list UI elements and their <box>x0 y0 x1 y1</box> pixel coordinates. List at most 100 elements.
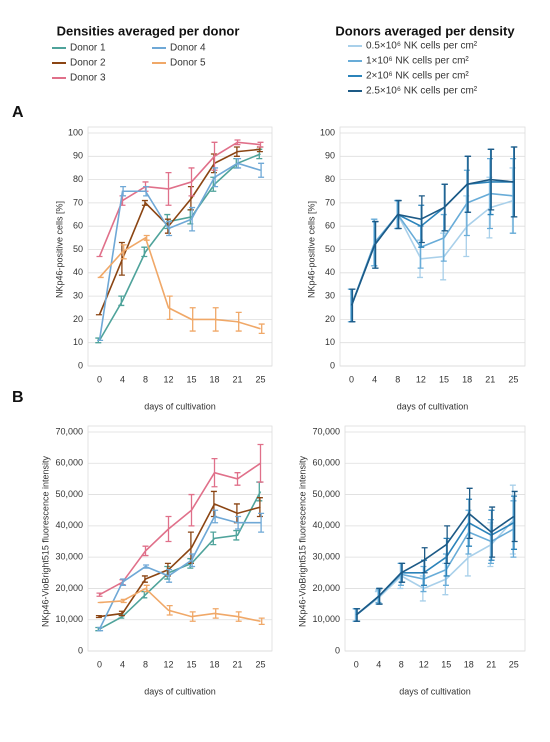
y-axis-label: NKp46-VioBright515 fluorescence intensit… <box>297 456 307 627</box>
y-tick-label: 40 <box>73 267 83 277</box>
data-line <box>350 178 514 306</box>
data-line <box>98 515 261 630</box>
x-tick-label: 18 <box>209 374 219 384</box>
data-line <box>98 148 261 316</box>
y-tick-label: 30 <box>325 290 335 300</box>
error-bar <box>257 443 264 483</box>
x-tick-label: 0 <box>349 374 354 384</box>
legend-label: 2.5×10⁶ NK cells per cm² <box>366 86 478 97</box>
x-tick-label: 0 <box>354 659 359 669</box>
y-tick-label: 60,000 <box>312 458 340 468</box>
data-line <box>350 192 514 306</box>
x-axis-label: days of cultivation <box>397 401 469 411</box>
x-tick-label: 4 <box>372 374 377 384</box>
x-axis-label: days of cultivation <box>144 401 216 411</box>
y-tick-label: 0 <box>330 360 335 370</box>
data-line <box>355 512 515 616</box>
y-tick-label: 50 <box>325 244 335 254</box>
legend-label: 0.5×10⁶ NK cells per cm² <box>366 41 478 52</box>
error-bar <box>258 162 265 178</box>
x-tick-label: 15 <box>441 659 451 669</box>
y-tick-label: 70 <box>325 197 335 207</box>
error-bar <box>258 512 265 533</box>
legend-label: 1×10⁶ NK cells per cm² <box>366 56 469 67</box>
x-tick-label: 21 <box>486 659 496 669</box>
plot-frame <box>87 126 273 367</box>
x-tick-label: 15 <box>186 659 196 669</box>
y-tick-label: 10,000 <box>312 614 340 624</box>
y-tick-label: 70,000 <box>55 426 83 436</box>
x-tick-label: 25 <box>255 659 265 669</box>
y-tick-label: 90 <box>73 151 83 161</box>
x-tick-label: 18 <box>209 659 219 669</box>
x-tick-label: 15 <box>186 374 196 384</box>
error-bar <box>210 531 217 546</box>
legend-label: Donor 4 <box>170 43 206 54</box>
error-bar <box>258 617 265 626</box>
data-line <box>355 519 515 616</box>
x-tick-label: 18 <box>464 659 474 669</box>
y-tick-label: 30 <box>73 290 83 300</box>
x-tick-label: 0 <box>97 374 102 384</box>
y-tick-label: 50,000 <box>312 489 340 499</box>
y-tick-label: 30,000 <box>312 552 340 562</box>
y-tick-label: 0 <box>78 645 83 655</box>
y-tick-label: 50,000 <box>55 489 83 499</box>
y-axis-label: NKp46-VioBright515 fluorescence intensit… <box>40 456 50 627</box>
x-tick-label: 8 <box>143 374 148 384</box>
x-tick-label: 21 <box>232 374 242 384</box>
x-tick-label: 25 <box>255 374 265 384</box>
y-tick-label: 60,000 <box>55 458 83 468</box>
y-tick-label: 10 <box>73 337 83 347</box>
x-tick-label: 8 <box>395 374 400 384</box>
column-title: Donors averaged per density <box>335 23 515 38</box>
y-tick-label: 40,000 <box>312 520 340 530</box>
data-line <box>99 587 261 623</box>
legend-label: Donor 2 <box>70 58 106 69</box>
y-tick-label: 10,000 <box>55 614 83 624</box>
x-tick-label: 4 <box>120 659 125 669</box>
y-tick-label: 20 <box>73 314 83 324</box>
y-axis-label: NKp46-positive cells [%] <box>306 201 316 298</box>
y-tick-label: 0 <box>78 360 83 370</box>
data-line <box>98 236 261 330</box>
data-line <box>98 153 261 341</box>
y-tick-label: 0 <box>335 645 340 655</box>
x-tick-label: 21 <box>485 374 495 384</box>
panel-label: B <box>12 389 24 406</box>
legend-label: Donor 3 <box>70 73 106 84</box>
plot-frame <box>344 425 526 652</box>
x-tick-label: 25 <box>508 374 518 384</box>
y-tick-label: 20 <box>325 314 335 324</box>
data-line <box>98 162 261 341</box>
column-title: Densities averaged per donor <box>57 23 240 38</box>
panel-label: A <box>12 104 24 121</box>
error-bar <box>511 146 518 218</box>
y-tick-label: 50 <box>73 244 83 254</box>
y-tick-label: 100 <box>68 127 83 137</box>
x-tick-label: 21 <box>232 659 242 669</box>
y-tick-label: 60 <box>73 221 83 231</box>
data-line <box>99 462 261 596</box>
y-tick-label: 10 <box>325 337 335 347</box>
y-tick-label: 90 <box>325 151 335 161</box>
error-bar <box>258 323 265 335</box>
error-bar <box>511 490 518 543</box>
y-tick-label: 60 <box>325 221 335 231</box>
x-tick-label: 8 <box>399 659 404 669</box>
plot-frame <box>339 126 526 367</box>
data-line <box>98 141 261 257</box>
y-tick-label: 70 <box>73 197 83 207</box>
y-tick-label: 80 <box>325 174 335 184</box>
x-tick-label: 12 <box>416 374 426 384</box>
y-tick-label: 20,000 <box>55 583 83 593</box>
y-tick-label: 100 <box>320 127 335 137</box>
legend-label: 2×10⁶ NK cells per cm² <box>366 71 469 82</box>
legend-label: Donor 5 <box>170 58 206 69</box>
y-tick-label: 20,000 <box>312 583 340 593</box>
y-tick-label: 30,000 <box>55 552 83 562</box>
y-tick-label: 40 <box>325 267 335 277</box>
legend-label: Donor 1 <box>70 43 106 54</box>
x-tick-label: 15 <box>439 374 449 384</box>
